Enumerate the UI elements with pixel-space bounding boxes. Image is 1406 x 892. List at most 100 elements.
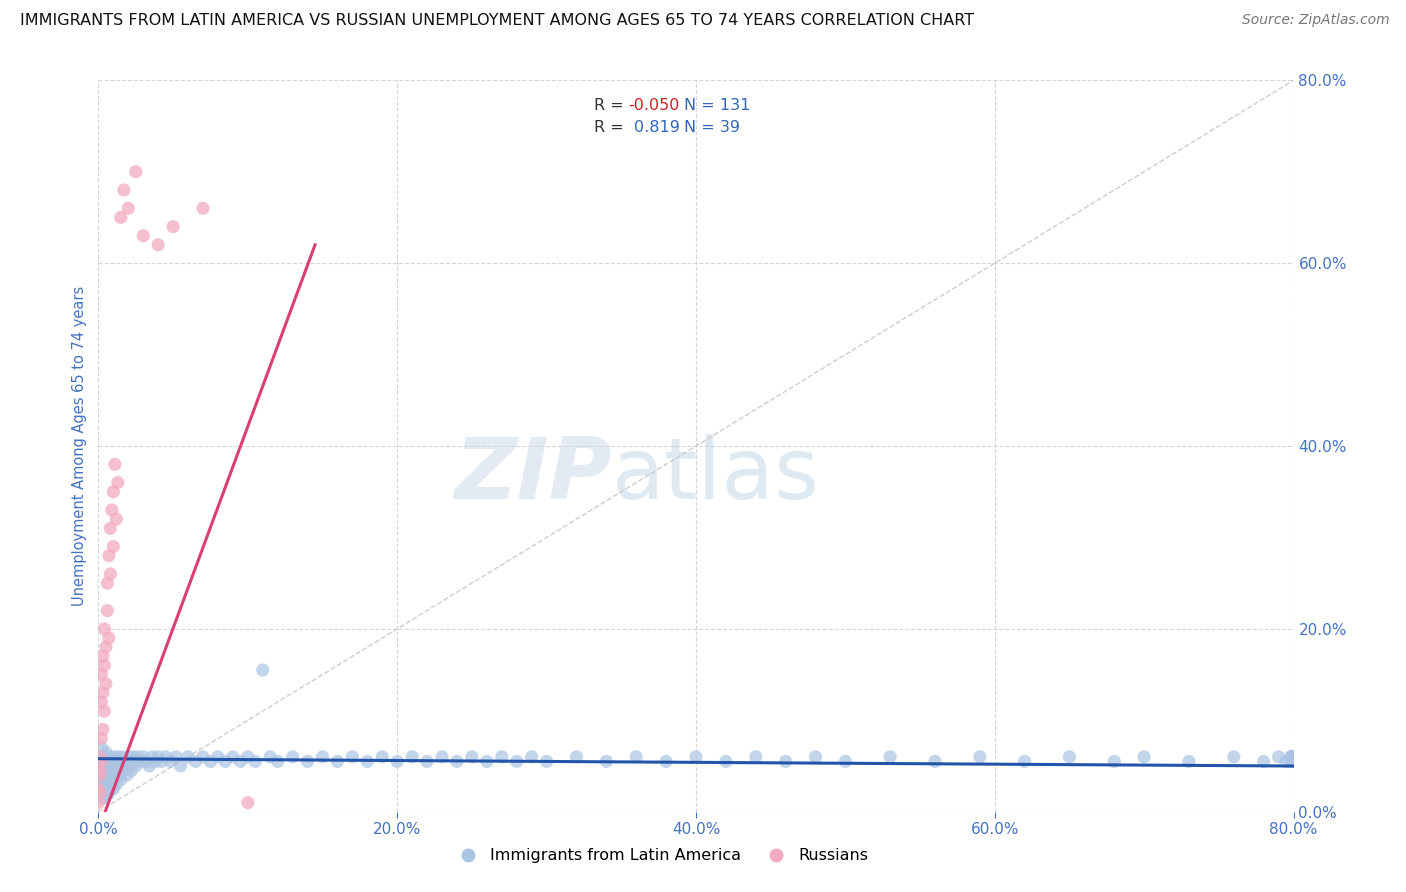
Point <box>124 755 146 769</box>
Point <box>143 755 166 769</box>
Point <box>105 512 128 526</box>
Point <box>127 749 149 764</box>
Point <box>120 764 142 778</box>
Point <box>236 796 259 810</box>
Point <box>1014 755 1036 769</box>
Point <box>1275 755 1298 769</box>
Point <box>107 749 129 764</box>
Point <box>714 755 737 769</box>
Text: 0.819: 0.819 <box>634 120 679 136</box>
Point <box>97 549 120 563</box>
Point <box>1281 755 1303 769</box>
Point <box>141 749 163 764</box>
Point <box>1104 755 1126 769</box>
Point <box>100 567 122 582</box>
Point <box>87 796 110 810</box>
Point <box>125 759 148 773</box>
Point <box>565 749 588 764</box>
Point <box>129 755 152 769</box>
Point <box>114 755 136 769</box>
Point <box>105 777 128 791</box>
Point <box>229 755 252 769</box>
Point <box>89 768 111 782</box>
Point <box>491 749 513 764</box>
Point <box>94 787 117 801</box>
Point <box>89 768 111 782</box>
Text: -0.050: -0.050 <box>628 98 679 113</box>
Point <box>200 755 222 769</box>
Point <box>90 667 112 681</box>
Point <box>148 749 170 764</box>
Point <box>416 755 439 769</box>
Point <box>97 749 120 764</box>
Point <box>93 768 115 782</box>
Point <box>775 755 797 769</box>
Point <box>112 764 135 778</box>
Text: R =: R = <box>595 98 630 113</box>
Point <box>117 202 139 216</box>
Text: Source: ZipAtlas.com: Source: ZipAtlas.com <box>1241 13 1389 28</box>
Point <box>326 755 349 769</box>
Point <box>117 749 139 764</box>
Point <box>97 631 120 645</box>
Point <box>100 521 122 535</box>
Point <box>207 749 229 764</box>
Point <box>89 787 111 801</box>
Point <box>87 781 110 796</box>
Point <box>475 755 498 769</box>
Text: N = 39: N = 39 <box>685 120 740 136</box>
Point <box>177 749 200 764</box>
Point <box>969 749 991 764</box>
Point <box>101 781 124 796</box>
Point <box>924 755 946 769</box>
Point <box>105 755 128 769</box>
Text: R =: R = <box>595 120 630 136</box>
Point <box>100 772 122 787</box>
Text: N = 131: N = 131 <box>685 98 751 113</box>
Point <box>96 755 118 769</box>
Point <box>89 764 111 778</box>
Point <box>101 503 124 517</box>
Point <box>430 749 453 764</box>
Point <box>245 755 267 769</box>
Point <box>90 740 112 755</box>
Point <box>115 768 138 782</box>
Point <box>1281 755 1303 769</box>
Point <box>104 458 127 472</box>
Point <box>101 764 124 778</box>
Point <box>506 755 529 769</box>
Point <box>184 755 207 769</box>
Point <box>104 759 127 773</box>
Point <box>159 755 181 769</box>
Point <box>745 749 768 764</box>
Point <box>104 768 127 782</box>
Legend: Immigrants from Latin America, Russians: Immigrants from Latin America, Russians <box>446 842 875 870</box>
Point <box>103 540 125 554</box>
Point <box>222 749 245 764</box>
Point <box>89 749 111 764</box>
Point <box>91 723 114 737</box>
Point <box>91 764 114 778</box>
Point <box>110 759 132 773</box>
Point <box>1281 755 1303 769</box>
Point <box>461 749 484 764</box>
Point <box>655 755 678 769</box>
Point <box>214 755 236 769</box>
Point <box>100 759 122 773</box>
Point <box>1281 749 1303 764</box>
Point <box>91 649 114 664</box>
Point <box>96 576 118 591</box>
Point <box>356 755 378 769</box>
Point <box>89 777 111 791</box>
Point <box>94 745 117 759</box>
Point <box>150 755 173 769</box>
Point <box>311 749 333 764</box>
Point <box>804 749 827 764</box>
Point <box>97 787 120 801</box>
Text: atlas: atlas <box>613 434 820 516</box>
Text: IMMIGRANTS FROM LATIN AMERICA VS RUSSIAN UNEMPLOYMENT AMONG AGES 65 TO 74 YEARS : IMMIGRANTS FROM LATIN AMERICA VS RUSSIAN… <box>20 13 974 29</box>
Point <box>155 749 177 764</box>
Text: ZIP: ZIP <box>454 434 613 516</box>
Point <box>110 772 132 787</box>
Point <box>93 658 115 673</box>
